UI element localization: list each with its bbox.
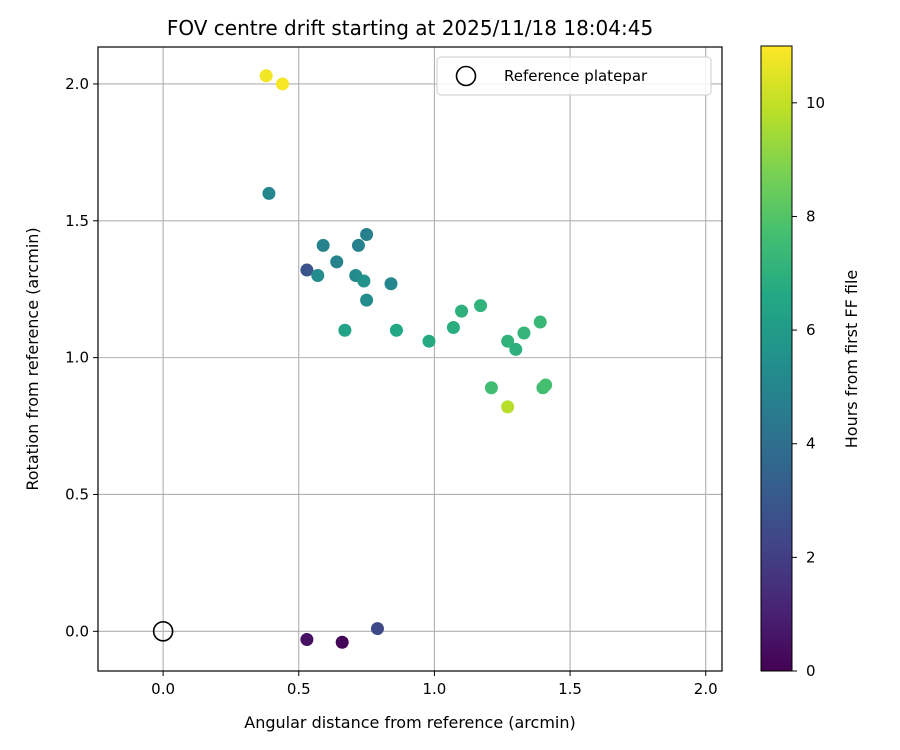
scatter-points [152, 69, 553, 649]
colorbar-tick-label: 10 [806, 94, 825, 112]
scatter-point [300, 263, 314, 277]
scatter-point [539, 378, 553, 392]
y-tick-label: 0.5 [65, 485, 89, 503]
scatter-point [311, 269, 325, 283]
scatter-point [338, 323, 352, 337]
scatter-point [517, 326, 531, 340]
colorbar-ticks: 0 2 4 6 8 10 [792, 94, 825, 680]
y-tick-label: 1.0 [65, 349, 89, 367]
scatter-point [422, 334, 436, 348]
scatter-point [474, 299, 488, 313]
scatter-point [389, 323, 403, 337]
x-tick-label: 2.0 [694, 680, 718, 698]
chart-title: FOV centre drift starting at 2025/11/18 … [167, 16, 653, 40]
scatter-point [509, 342, 523, 356]
reference-marker [152, 621, 174, 642]
scatter-point [259, 69, 273, 83]
x-tick-label: 1.5 [558, 680, 582, 698]
colorbar-tick-label: 0 [806, 662, 816, 680]
x-tick-label: 1.0 [422, 680, 446, 698]
scatter-point [300, 633, 314, 647]
scatter-point [262, 186, 276, 200]
legend-box [436, 56, 712, 96]
scatter-point [501, 334, 515, 348]
scatter-point [330, 255, 344, 269]
scatter-point [316, 238, 330, 252]
colorbar-tick-label: 4 [806, 435, 816, 453]
scatter-point [446, 321, 460, 335]
legend-reference-marker [455, 65, 477, 87]
y-tick-label: 0.0 [65, 622, 89, 640]
colorbar-tick-label: 2 [806, 548, 816, 566]
grid [98, 47, 722, 671]
legend: Reference platepar [436, 56, 712, 96]
x-axis-ticks: 0.0 0.5 1.0 1.5 2.0 [151, 671, 718, 698]
scatter-point [501, 400, 515, 414]
scatter-point [484, 381, 498, 395]
scatter-point [384, 277, 398, 291]
colorbar-tick-label: 8 [806, 207, 816, 225]
y-axis-ticks: 0.0 0.5 1.0 1.5 2.0 [65, 75, 98, 640]
scatter-point [533, 315, 547, 329]
scatter-point [455, 304, 469, 318]
plot-frame [97, 46, 723, 672]
scatter-point [360, 227, 374, 241]
x-tick-label: 0.0 [151, 680, 175, 698]
y-tick-label: 2.0 [65, 75, 89, 93]
y-axis-label: Rotation from reference (arcmin) [23, 227, 42, 490]
scatter-point [275, 77, 289, 91]
colorbar-tick-label: 6 [806, 321, 816, 339]
x-tick-label: 0.5 [287, 680, 311, 698]
colorbar-label: Hours from first FF file [842, 270, 861, 449]
y-tick-label: 1.5 [65, 212, 89, 230]
scatter-point [360, 293, 374, 307]
scatter-point [351, 238, 365, 252]
colorbar: 0 2 4 6 8 10 Hours from first FF file [760, 45, 861, 680]
x-axis-label: Angular distance from reference (arcmin) [244, 713, 575, 732]
scatter-point [357, 274, 371, 288]
scatter-point [335, 635, 349, 649]
colorbar-gradient [760, 45, 793, 672]
scatter-point [370, 622, 384, 636]
legend-label: Reference platepar [504, 67, 648, 85]
